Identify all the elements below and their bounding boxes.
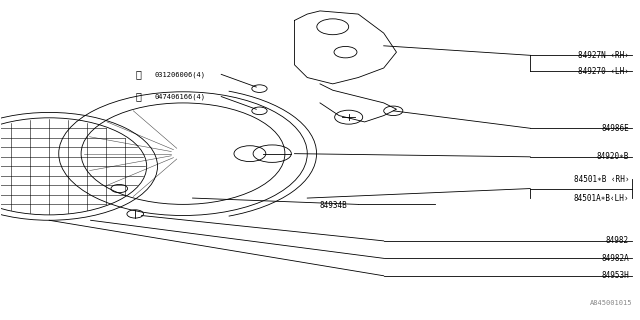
Text: 849270 ‹LH›: 849270 ‹LH› — [578, 67, 629, 76]
Text: 84982: 84982 — [606, 236, 629, 245]
Text: Ⓢ: Ⓢ — [136, 92, 141, 101]
Text: 84927N ‹RH›: 84927N ‹RH› — [578, 51, 629, 60]
Text: 84986E: 84986E — [602, 124, 629, 133]
Text: 047406166(4): 047406166(4) — [154, 93, 205, 100]
Text: 84953H: 84953H — [602, 271, 629, 280]
Text: 84934B: 84934B — [320, 202, 348, 211]
Text: 84501A∗B‹LH›: 84501A∗B‹LH› — [573, 194, 629, 203]
Text: 84920∗B: 84920∗B — [596, 152, 629, 161]
Text: 84982A: 84982A — [602, 254, 629, 263]
Text: 031206006(4): 031206006(4) — [154, 71, 205, 78]
Text: A845001015: A845001015 — [589, 300, 632, 306]
Text: 84501∗B ‹RH›: 84501∗B ‹RH› — [573, 174, 629, 184]
Text: ⓜ: ⓜ — [136, 69, 141, 79]
